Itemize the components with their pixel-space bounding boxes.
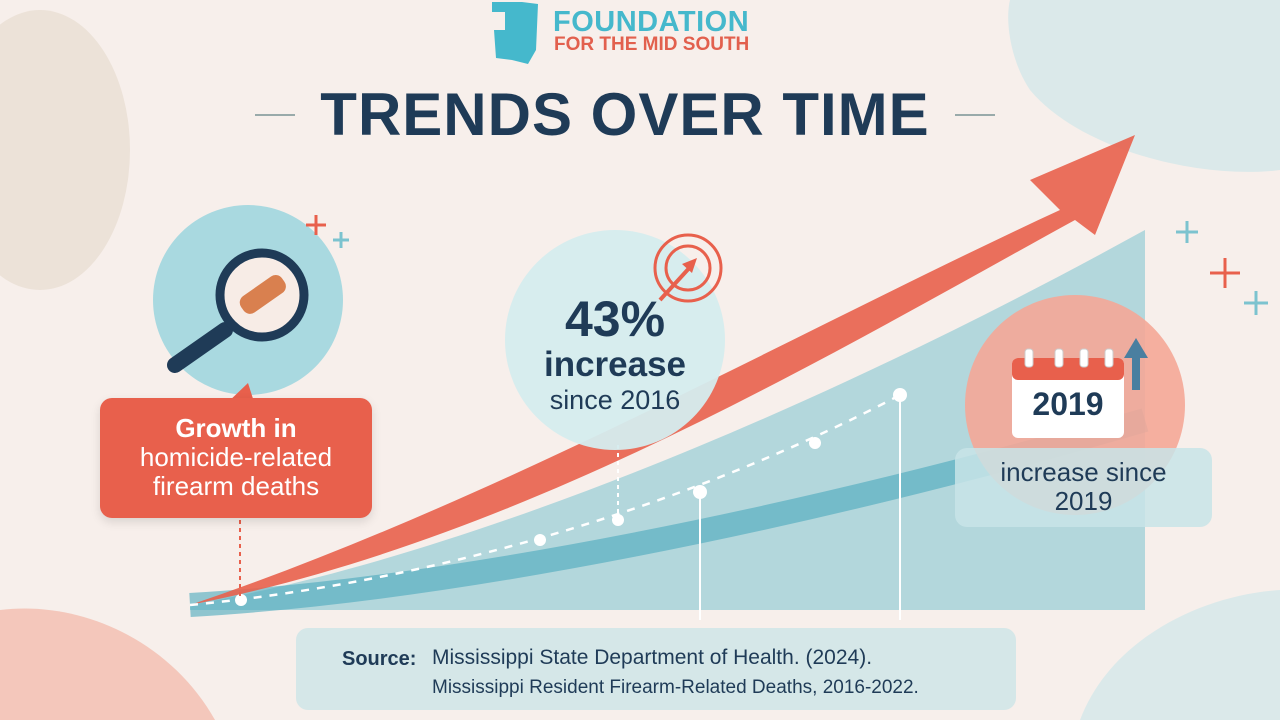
brand-name: FOUNDATION <box>553 6 750 38</box>
callout-line-1: Growth in <box>175 413 297 443</box>
right-box-line-1: increase since <box>1000 457 1167 487</box>
since-2019-box: increase since 2019 <box>955 448 1212 527</box>
up-arrow-icon <box>1124 338 1148 390</box>
source-label: Source: <box>342 648 417 670</box>
state-map-logo-icon <box>492 2 538 64</box>
bullet-icon <box>239 275 286 314</box>
calendar-icon <box>1012 348 1124 438</box>
bg-blob <box>1080 590 1280 720</box>
stat-value: 43% <box>564 291 666 347</box>
target-icon <box>653 233 723 303</box>
trend-arrow <box>190 135 1135 605</box>
homicide-callout: Growth in homicide-related firearm death… <box>100 398 372 518</box>
trend-point <box>534 534 546 546</box>
right-box-line-2: 2019 <box>1054 486 1113 516</box>
stat-bubble <box>505 230 725 450</box>
magnifying-glass-icon <box>167 248 309 373</box>
bg-blob <box>0 608 215 720</box>
trend-point <box>235 594 247 606</box>
page-title: TRENDS OVER TIME <box>320 81 930 148</box>
source-line-1: Mississippi State Department of Health. … <box>432 646 873 669</box>
bg-blob <box>0 10 130 290</box>
bg-blob <box>1008 0 1280 172</box>
increase-stat: 43% increase since 2016 <box>505 292 725 416</box>
calendar-year: 2019 <box>1032 386 1104 422</box>
callout-line-3: firearm deaths <box>152 471 320 501</box>
sparkle-plus-icons <box>306 215 1268 315</box>
trend-point <box>809 437 821 449</box>
source-box: Source: Mississippi State Department of … <box>296 628 1016 710</box>
source-line-2: Mississippi Resident Firearm-Related Dea… <box>432 677 919 698</box>
callout-line-2: homicide-related <box>139 442 333 472</box>
teal-trend-area <box>190 230 1145 610</box>
brand-tagline: FOR THE MID SOUTH <box>554 34 750 55</box>
stat-label: increase <box>543 345 687 384</box>
stat-since: since 2016 <box>549 385 681 415</box>
